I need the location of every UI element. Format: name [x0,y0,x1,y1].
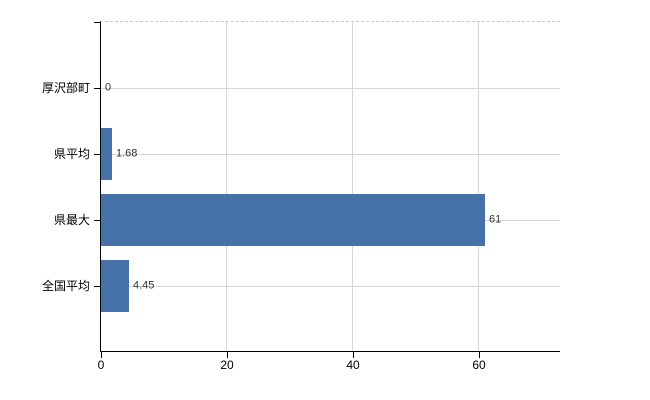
category-label: 県最大 [53,213,90,227]
x-gridline [351,22,353,351]
x-axis-tick [101,352,102,358]
y-axis-end-tick [94,22,100,23]
y-axis-tick [94,154,100,155]
x-axis-tick-label: 60 [472,358,486,372]
bar [101,194,485,246]
x-axis-tick [479,352,480,358]
x-axis-tick-label: 0 [97,358,105,372]
bar-value-label: 0 [105,81,112,94]
bar [101,128,112,180]
category-label: 厚沢部町 [41,81,90,95]
bar-value-label: 61 [489,213,502,226]
x-gridline [225,22,227,351]
bar-value-label: 1.68 [116,147,138,160]
x-axis-tick [227,352,228,358]
category-label: 県平均 [53,147,90,161]
y-axis-tick [94,88,100,89]
bar [101,260,129,312]
x-axis-tick [353,352,354,358]
x-gridline [477,22,479,351]
y-axis-tick [94,286,100,287]
x-axis-tick-label: 20 [220,358,234,372]
category-label: 全国平均 [41,279,90,293]
category-gridline [101,88,560,89]
category-gridline [101,286,560,287]
y-axis-tick [94,220,100,221]
bar-value-label: 4.45 [133,279,155,292]
category-gridline [101,154,560,155]
x-axis-tick-label: 40 [346,358,360,372]
plot-area: 0 1.68 61 4.45 [100,21,560,352]
